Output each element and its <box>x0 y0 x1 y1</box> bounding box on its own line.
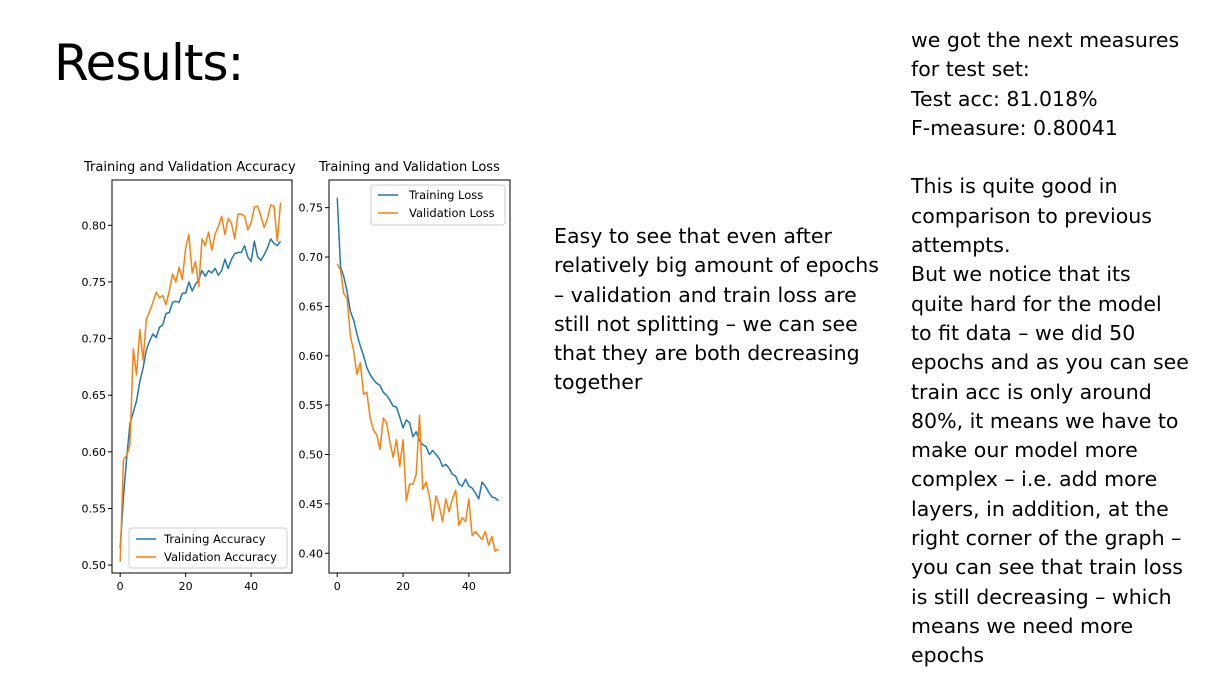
loss-plot: 0 20 40 0.40 0.45 0.50 0.55 0.60 0.65 0.70 0.75 <box>299 197 499 593</box>
accuracy-y-tick-label: 0.70 <box>82 333 107 346</box>
accuracy-axes-frame <box>111 179 293 574</box>
loss-y-tick-label: 0.70 <box>299 251 324 264</box>
results-note-line: quite hard for the model <box>911 291 1162 316</box>
accuracy-y-tick-label: 0.65 <box>82 389 107 402</box>
loss-y-tick-label: 0.75 <box>299 202 324 215</box>
accuracy-x-tick-label: 0 <box>117 580 124 593</box>
results-note-line: This is quite good in <box>911 174 1118 199</box>
accuracy-legend: Training Accuracy Validation Accuracy <box>128 527 288 569</box>
results-note-line: you can see that train loss <box>911 555 1183 580</box>
observation-text: Easy to see that even after relatively b… <box>554 224 879 395</box>
accuracy-chart-title: Training and Validation Accuracy <box>83 160 296 175</box>
loss-y-tick-label: 0.40 <box>299 547 324 560</box>
loss-x-tick-label: 0 <box>334 580 341 593</box>
legend-label-training-loss: Training Loss <box>408 188 483 202</box>
results-note-line: comparison to previous <box>911 203 1152 228</box>
charts-area: Training and Validation Accuracy 0 20 40 0.… <box>82 160 511 593</box>
results-note-line: for test set: <box>911 57 1030 82</box>
accuracy-series-training-line <box>119 238 282 549</box>
results-note-line: epochs and as you can see <box>911 350 1189 375</box>
loss-legend: Training Loss Validation Loss <box>370 184 506 226</box>
results-note-line: But we notice that its <box>911 262 1131 287</box>
results-note-line: epochs <box>911 643 985 668</box>
slide-title: Results: <box>54 34 244 92</box>
accuracy-series-validation-line <box>119 202 282 562</box>
accuracy-y-tick-label: 0.50 <box>82 559 107 572</box>
loss-y-tick-label: 0.55 <box>299 399 324 412</box>
loss-y-tick-label: 0.50 <box>299 449 324 462</box>
accuracy-y-tick-label: 0.80 <box>82 219 107 232</box>
results-note-line: layers, in addition, at the <box>911 496 1169 521</box>
loss-y-tick-label: 0.60 <box>299 350 324 363</box>
results-note-line: 80%, it means we have to <box>911 408 1179 433</box>
results-note-line: to fit data – we did 50 <box>911 320 1136 345</box>
results-note-line: we got the next measures <box>911 28 1180 52</box>
loss-y-tick-label: 0.65 <box>299 300 324 313</box>
loss-legend-box <box>370 184 506 226</box>
legend-label-validation-loss: Validation Loss <box>409 206 495 220</box>
accuracy-x-tick-label: 40 <box>244 580 258 593</box>
loss-x-tick-label: 20 <box>396 580 410 593</box>
results-note-line: right corner of the graph – <box>911 526 1182 551</box>
loss-x-tick-label: 40 <box>462 580 476 593</box>
results-note-line: train acc is only around <box>911 379 1152 404</box>
results-notes: we got the next measures for test set: Tes… <box>911 26 1211 671</box>
results-note-line: means we need more <box>911 613 1134 638</box>
results-note-line: attempts. <box>911 233 1011 258</box>
accuracy-legend-box <box>128 527 288 569</box>
accuracy-plot: 0 20 40 0.50 0.55 0.60 0.65 0.70 0.75 0.80 <box>82 202 282 593</box>
accuracy-y-tick-label: 0.75 <box>82 276 107 289</box>
results-note-line: is still decreasing – which <box>911 584 1172 609</box>
legend-label-validation-accuracy: Validation Accuracy <box>164 550 277 564</box>
results-note-line: complex – i.e. add more <box>911 467 1158 492</box>
results-note-line: F-measure: 0.80041 <box>911 115 1118 140</box>
loss-chart-title: Training and Validation Loss <box>318 160 500 175</box>
loss-y-tick-label: 0.45 <box>299 498 324 511</box>
results-note-line <box>911 143 1211 172</box>
accuracy-x-tick-label: 20 <box>179 580 193 593</box>
loss-axes-frame <box>328 179 511 574</box>
accuracy-y-tick-label: 0.55 <box>82 502 107 515</box>
loss-series-validation-line <box>336 263 499 553</box>
legend-label-training-accuracy: Training Accuracy <box>163 532 266 546</box>
results-note-line: Test acc: 81.018% <box>911 86 1098 111</box>
accuracy-y-tick-label: 0.60 <box>82 446 107 459</box>
results-note-line: make our model more <box>911 438 1138 463</box>
